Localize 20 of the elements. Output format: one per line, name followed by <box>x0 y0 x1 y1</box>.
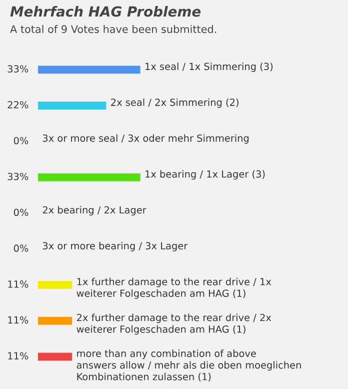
text: A total of 9 Votes have been submitted. <box>10 25 216 34</box>
y-tick-label: 3x or more seal / 3x oder mehr Simmering <box>42 134 249 144</box>
y-tick-label: more than any combination of above answers allow / mehr als die oben moeglichen Kombinationen zulassen (1) <box>76 350 301 382</box>
data-label: 0% <box>14 208 28 216</box>
data-label: 33% <box>8 65 28 73</box>
chart-title: Mehrfach HAG Probleme <box>10 6 201 17</box>
data-label: 11% <box>8 280 28 288</box>
y-tick-label: 1x bearing / 1x Lager (3) <box>146 170 265 180</box>
data-label: 33% <box>8 172 28 180</box>
data-label: 0% <box>14 136 28 144</box>
data-label: 11% <box>8 352 28 360</box>
y-tick-label: 2x seal / 2x Simmering (2) <box>111 98 238 108</box>
y-tick-label: 2x bearing / 2x Lager <box>42 206 146 216</box>
y-tick-label: 2x further damage to the rear drive / 2x weiterer Folgeschaden am HAG (1) <box>76 314 272 335</box>
data-label: 22% <box>8 101 28 108</box>
data-label: 0% <box>14 244 28 252</box>
data-label: 11% <box>8 316 28 324</box>
y-tick-label: 1x seal / 1x Simmering (3) <box>146 62 273 72</box>
y-tick-label: 1x further damage to the rear drive / 1x weiterer Folgeschaden am HAG (1) <box>76 278 272 299</box>
y-tick-label: 3x or more bearing / 3x Lager <box>42 242 188 252</box>
